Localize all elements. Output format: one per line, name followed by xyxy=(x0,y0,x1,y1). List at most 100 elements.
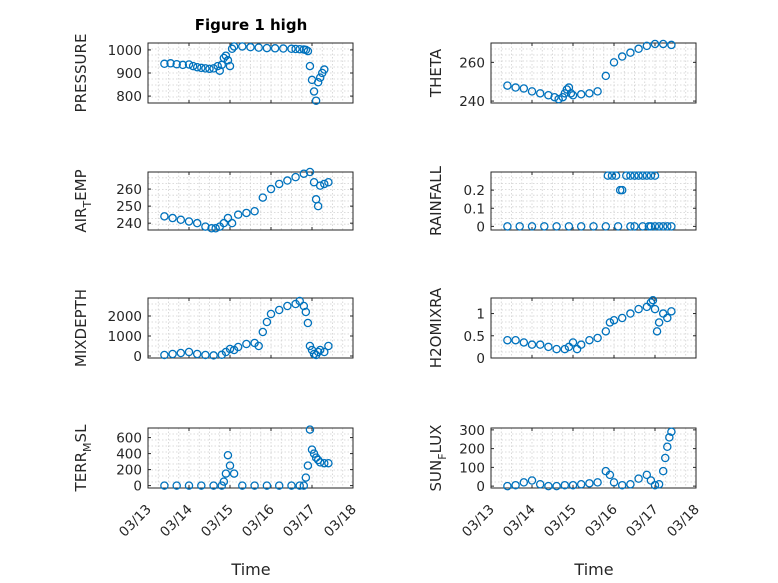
pressure-data-point xyxy=(295,44,304,54)
rainfall-data-point xyxy=(626,222,635,231)
pressure-data-point xyxy=(320,65,329,74)
air_temp-ylabel: AIRTEMP xyxy=(72,169,94,232)
pressure-ytick-label: 900 xyxy=(116,66,142,82)
theta-data-point xyxy=(527,87,537,96)
sun_flux-data-point xyxy=(511,480,520,490)
terr_msl-xtick-label: 03/17 xyxy=(280,502,319,541)
mixdepth-data-point xyxy=(315,345,325,355)
terr_msl-data-point xyxy=(324,458,333,468)
air_temp-data-point xyxy=(299,169,309,178)
mixdepth-data-point xyxy=(266,309,276,319)
air_temp-data-point xyxy=(266,184,276,194)
theta-data-point xyxy=(617,52,627,61)
sun_flux-data-point xyxy=(642,470,652,480)
pressure-data-point xyxy=(262,43,272,53)
figure-title: Figure 1 high xyxy=(195,16,308,34)
mixdepth-data-point xyxy=(184,347,194,357)
terr_msl-data-point xyxy=(250,481,259,490)
terr_msl-data-point xyxy=(301,473,311,482)
theta-data-point xyxy=(658,39,668,49)
terr_msl-data-point xyxy=(274,481,284,490)
rainfall-data-point xyxy=(611,171,621,180)
h2omixra-data-point xyxy=(535,340,545,349)
theta-data-point xyxy=(609,58,619,67)
mixdepth-data-point xyxy=(201,350,210,360)
pressure-ytick-label: 1000 xyxy=(108,43,142,59)
air_temp-ytick-label: 260 xyxy=(116,182,142,198)
theta-data-point xyxy=(550,92,559,102)
sun_flux-axes-frame xyxy=(490,427,697,489)
air_temp-data-point xyxy=(192,218,202,228)
terr_msl-data-point xyxy=(221,469,231,478)
terr_msl-data-point xyxy=(315,458,325,467)
terr_msl-ytick-label: 600 xyxy=(116,431,142,447)
rainfall-data-point xyxy=(603,171,613,180)
mixdepth-data-point xyxy=(324,341,333,351)
mixdepth-data-point xyxy=(176,348,186,358)
rainfall-data-point xyxy=(540,222,549,231)
mixdepth-axes-frame xyxy=(147,297,354,359)
theta-ytick-label: 260 xyxy=(459,55,485,71)
rainfall-data-point xyxy=(613,222,623,231)
theta-data-point xyxy=(535,89,545,98)
air_temp-data-point xyxy=(201,222,210,231)
rainfall-data-point xyxy=(646,171,656,180)
rainfall-data-point xyxy=(642,171,652,180)
mixdepth-ytick-label: 1000 xyxy=(108,329,142,345)
terr_msl-xtick-label: 03/14 xyxy=(157,502,196,541)
h2omixra-data-point xyxy=(663,313,672,323)
pressure-data-point xyxy=(184,60,194,69)
rainfall-data-point xyxy=(658,222,668,231)
pressure-data-point xyxy=(309,87,319,96)
mixdepth-data-point xyxy=(303,318,313,328)
air_temp-data-point xyxy=(242,208,251,218)
sun_flux-data-point xyxy=(634,474,643,483)
mixdepth-data-point xyxy=(225,344,235,354)
rainfall-data-point xyxy=(617,185,627,195)
rainfall-data-point xyxy=(638,171,647,180)
sun_flux-data-point xyxy=(544,481,553,491)
sun_flux-ytick-label: 100 xyxy=(459,460,485,476)
air_temp-data-point xyxy=(258,193,268,202)
pressure-data-point xyxy=(229,42,239,51)
terr_msl-data-point xyxy=(303,461,313,470)
h2omixra-data-point xyxy=(601,327,611,336)
sun_flux-data-point xyxy=(626,479,635,489)
pressure-data-point xyxy=(160,59,169,69)
theta-data-point xyxy=(642,41,652,51)
mixdepth-data-point xyxy=(274,305,284,315)
subplot-pressure: 800 900 1000 PRESSURE xyxy=(72,34,354,112)
pressure-data-point xyxy=(221,51,231,60)
air_temp-data-point xyxy=(315,181,325,190)
rainfall-data-point xyxy=(552,222,561,231)
sun_flux-xtick-label: 03/13 xyxy=(459,502,498,541)
air_temp-data-point xyxy=(313,201,323,211)
sun_flux-ytick-label: 300 xyxy=(459,423,485,439)
h2omixra-ylabel: H2OMIXRA xyxy=(427,287,445,368)
theta-data-point xyxy=(667,40,676,50)
rainfall-data-point xyxy=(626,171,635,180)
theta-ytick-label: 240 xyxy=(459,94,485,110)
pressure-data-point xyxy=(279,44,288,53)
terr_msl-data-point xyxy=(307,445,317,454)
theta-data-point xyxy=(519,84,529,93)
mixdepth-ytick-label: 0 xyxy=(133,349,142,365)
air_temp-data-point xyxy=(309,177,319,187)
rainfall-data-point xyxy=(515,222,524,231)
terr_msl-data-point xyxy=(184,481,194,490)
sun_flux-ytick-label: 200 xyxy=(459,442,485,458)
terr_msl-data-point xyxy=(223,450,233,460)
rainfall-data-point xyxy=(622,171,631,180)
sun_flux-data-point xyxy=(576,479,586,489)
rainfall-data-point xyxy=(638,222,647,231)
air_temp-data-point xyxy=(211,224,220,233)
mixdepth-data-point xyxy=(320,347,329,357)
terr_msl-ylabel: TERRMSL xyxy=(72,424,94,493)
terr_msl-data-point xyxy=(262,481,272,490)
pressure-data-point xyxy=(291,44,300,54)
mixdepth-data-point xyxy=(313,347,323,357)
mixdepth-data-point xyxy=(254,341,263,351)
theta-data-point xyxy=(511,83,520,92)
h2omixra-data-point xyxy=(585,335,594,345)
